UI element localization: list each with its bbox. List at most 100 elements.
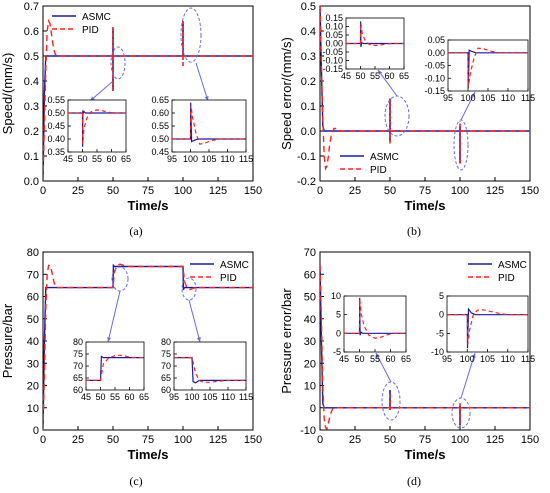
inset-y-tick-label: -5 [333,347,341,357]
y-tick-label: 0.1 [24,151,39,163]
x-tick-label: 125 [486,185,504,197]
inset-y-tick-label: 0.00 [427,48,445,58]
x-tick-label: 75 [419,185,431,197]
x-tick-label: 25 [72,185,84,197]
x-axis-label: Time/s [128,198,169,213]
inset-x-tick-label: 65 [399,71,409,81]
y-tick-label: 40 [27,336,39,348]
inset-plot: 45 50 55 60 65 60 65 70 75 80 [73,337,149,402]
zoom-arrowhead [376,353,380,358]
plot-frame [42,251,254,431]
inset-plot: 45 50 55 60 65 -0.15-0.10-0.050.000.050.100.1… [322,13,409,81]
inset-x-tick-label: 55 [92,154,102,164]
inset-y-tick-label: 80 [161,337,171,347]
inset-x-tick-label: 45 [339,354,349,364]
legend-label-pid: PID [82,25,99,36]
inset-plot: 95 100 105 110 115 -10 -5 0 5 [431,291,535,364]
inset-x-tick-label: 110 [220,154,234,164]
y-tick-label: 50 [27,314,39,326]
inset-x-tick-label: 60 [124,392,134,402]
inset-y-tick-label: 10 [331,291,341,301]
legend-label-pid: PID [370,165,387,176]
inset-y-tick-label: -0.05 [322,47,343,57]
legend: ASMC PID [52,12,111,36]
inset-plot-area [346,21,404,48]
x-tick-label: 0 [317,434,323,446]
y-tick-label: 0.2 [24,126,39,138]
inset-frame [447,39,529,92]
panel-caption: (c) [129,474,142,488]
inset-y-tick-label: -0.05 [424,61,445,71]
x-tick-label: 150 [244,434,262,446]
inset-x-tick-label: 50 [77,154,87,164]
y-tick-label: 60 [304,269,316,281]
inset-y-tick-label: 65 [73,373,83,383]
inset-x-tick-label: 60 [106,154,116,164]
legend: ASMC PID [190,260,249,284]
zoom-arrowhead [196,337,201,342]
inset-plot-area [68,109,126,147]
x-tick-label: 50 [107,434,119,446]
x-axis-label: Time/s [405,447,446,462]
y-tick-label: 30 [27,358,39,370]
inset-y-tick-label: 65 [161,373,171,383]
inset-plot-area [448,47,528,89]
inset-y-tick-label: -0.10 [424,73,445,83]
y-tick-label: 70 [304,247,316,259]
inset-x-tick-label: 50 [355,71,365,81]
inset-x-tick-label: 45 [341,71,351,81]
inset-y-tick-label: 0 [336,328,341,338]
inset-x-tick-label: 95 [443,93,453,103]
x-tick-label: 100 [174,434,192,446]
inset-x-tick-label: 55 [370,71,380,81]
y-tick-label: 0.5 [24,51,39,63]
x-tick-label: 150 [244,185,262,197]
zoom-arrow [460,91,476,121]
x-tick-label: 50 [384,185,396,197]
y-tick-label: 0.3 [301,51,316,63]
x-tick-label: 100 [451,434,469,446]
inset-y-tick-label: 75 [161,349,171,359]
x-tick-label: 150 [521,434,539,446]
zoom-ellipse [180,7,202,63]
legend: ASMC PID [468,260,527,284]
inset-y-tick-label: -0.15 [424,86,445,96]
inset-x-tick-label: 105 [480,93,495,103]
y-tick-label: 60 [27,292,39,304]
inset-x-tick-label: 50 [95,392,105,402]
y-tick-label: 0.5 [301,1,316,13]
inset-x-tick-label: 95 [169,392,179,402]
inset-x-tick-label: 45 [81,392,91,402]
y-tick-label: 0.2 [301,76,316,88]
inset-x-tick-label: 100 [183,154,198,164]
legend-label-asmc: ASMC [498,260,527,271]
inset-x-tick-label: 60 [384,71,394,81]
zoom-arrowhead [471,92,475,97]
inset-y-tick-label: 60 [161,385,171,395]
zoom-arrowhead [107,337,111,342]
inset-x-tick-label: 115 [239,154,253,164]
inset-frame [343,295,407,353]
x-tick-label: 50 [107,185,119,197]
inset-y-tick-label: 0.45 [47,121,65,131]
inset-series-line-pid [447,309,528,345]
x-tick-label: 125 [209,185,227,197]
inset-x-tick-label: 115 [239,392,253,402]
x-tick-label: 25 [72,434,84,446]
inset-y-tick-label: 0.15 [325,13,343,23]
inset-x-tick-label: 95 [442,354,452,364]
inset-y-tick-label: 0.05 [325,30,343,40]
inset-x-tick-label: 110 [501,93,515,103]
inset-frame [67,99,127,153]
inset-plot-area [86,354,144,381]
inset-y-tick-label: 0 [439,310,444,320]
inset-plot: 95 100 105 110 115 0.45 0.50 0.55 0.60 0.65 [151,95,253,164]
y-tick-label: 0.1 [301,101,316,113]
y-tick-label: 0.3 [24,101,39,113]
legend-label-pid: PID [498,273,515,284]
y-tick-label: 10 [27,403,39,415]
inset-x-tick-label: 65 [401,354,411,364]
x-tick-label: 150 [521,185,539,197]
x-tick-label: 0 [40,185,46,197]
x-tick-label: 25 [349,434,361,446]
